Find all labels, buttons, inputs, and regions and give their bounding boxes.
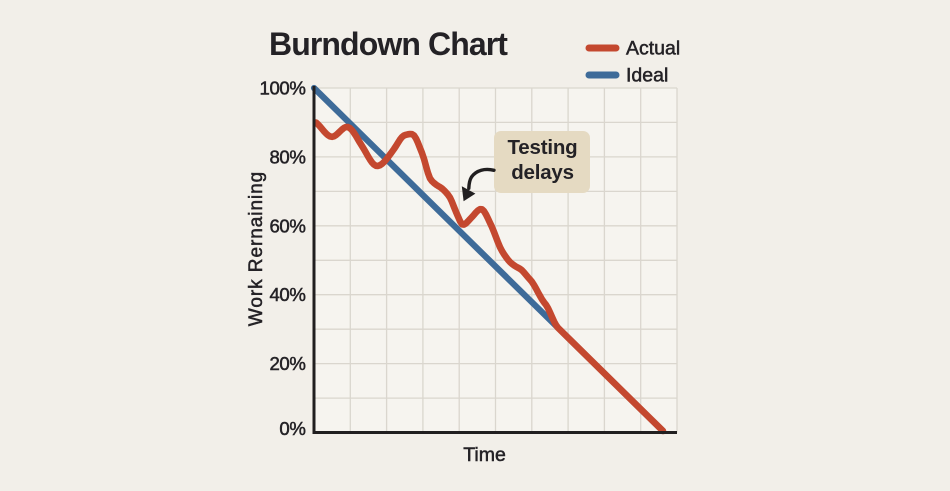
svg-text:60%: 60% [269,215,305,236]
svg-text:delays: delays [511,161,574,184]
svg-text:100%: 100% [260,78,306,99]
svg-text:Burndown Chart: Burndown Chart [269,26,508,62]
svg-text:40%: 40% [269,284,305,305]
svg-text:80%: 80% [269,146,305,167]
svg-text:Time: Time [463,444,506,466]
svg-text:Ideal: Ideal [626,65,668,87]
svg-text:20%: 20% [269,353,305,374]
svg-text:Actual: Actual [626,38,680,60]
svg-text:Testing: Testing [508,136,578,159]
svg-text:Work Rernaining: Work Rernaining [246,171,267,326]
svg-text:0%: 0% [279,418,305,439]
